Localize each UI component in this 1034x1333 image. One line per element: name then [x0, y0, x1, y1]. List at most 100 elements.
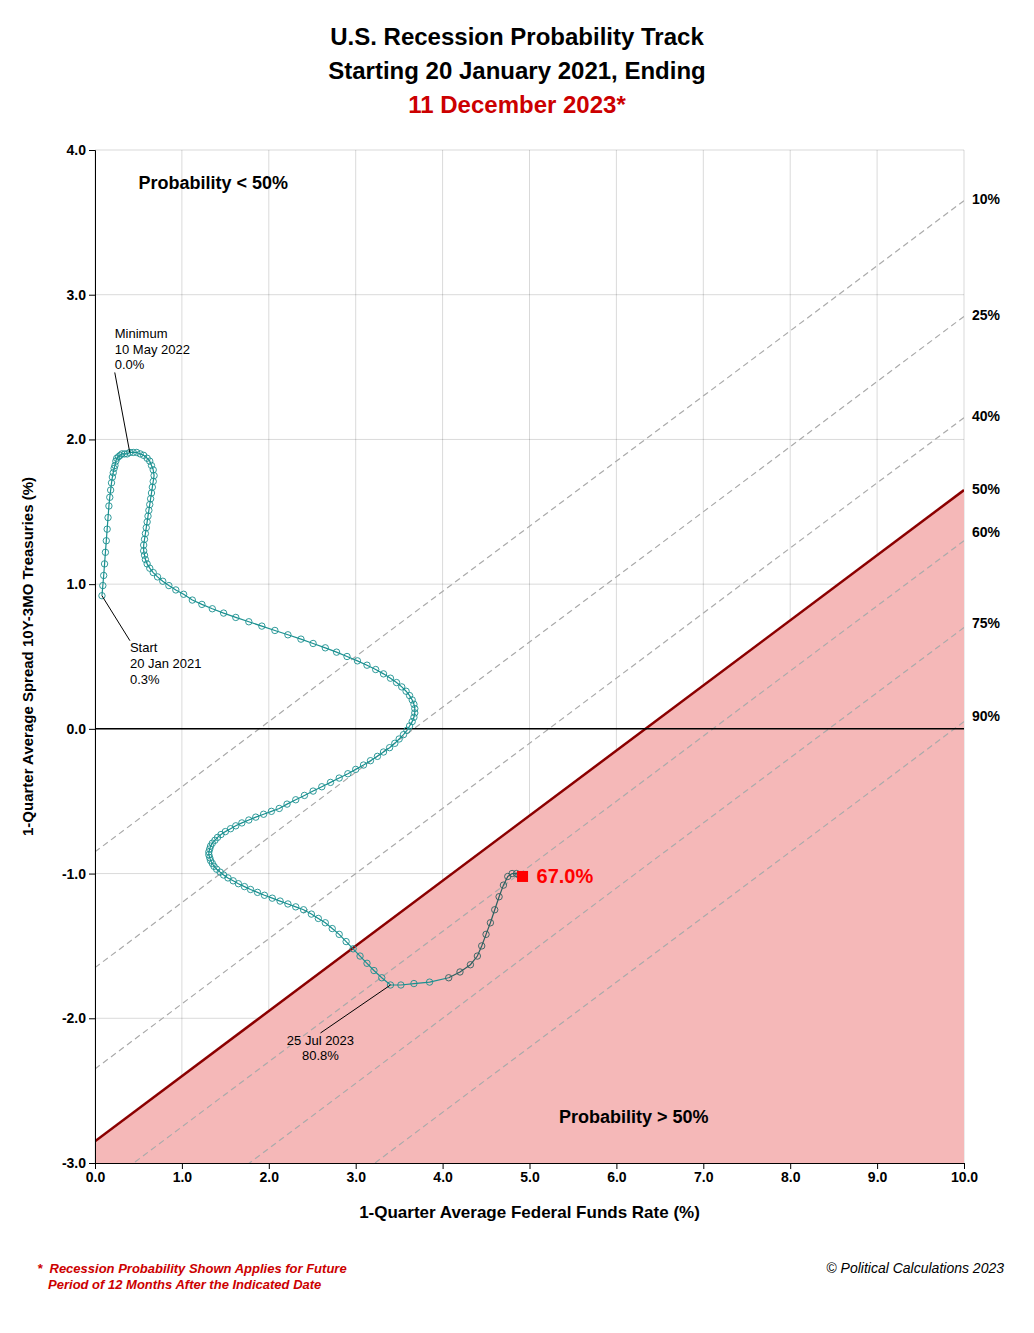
y-tick-label: -1.0	[62, 866, 86, 882]
track-point	[322, 920, 328, 926]
track-point	[293, 797, 299, 803]
track-point	[411, 701, 417, 707]
track-point	[367, 757, 373, 763]
track-point	[199, 601, 205, 607]
annotation-line: 0.3%	[130, 672, 160, 687]
track-point	[403, 688, 409, 694]
track-point	[285, 632, 291, 638]
annotation-line: Start	[130, 640, 158, 655]
track-point	[110, 470, 116, 476]
x-tick-label: 6.0	[607, 1169, 627, 1185]
track-point	[380, 671, 386, 677]
annotation-line: 25 Jul 2023	[287, 1033, 354, 1048]
footnote: © Political Calculations 2023	[826, 1260, 1004, 1276]
x-tick: 5.0	[520, 1163, 540, 1185]
track-point	[300, 907, 306, 913]
track-point	[166, 582, 172, 588]
track-line	[449, 874, 525, 978]
track-point	[387, 675, 393, 681]
track-point	[479, 943, 485, 949]
x-tick-label: 5.0	[520, 1169, 540, 1185]
track-point	[379, 975, 385, 981]
track-point	[398, 982, 404, 988]
region-label: Probability > 50%	[559, 1107, 709, 1127]
annotation-line: 20 Jan 2021	[130, 656, 202, 671]
grid-line	[95, 584, 964, 585]
track-point	[301, 792, 307, 798]
track-point	[492, 907, 498, 913]
track-point	[285, 901, 291, 907]
y-tick-mark	[89, 729, 95, 730]
track-point	[145, 513, 151, 519]
track-point	[411, 980, 417, 986]
track-point	[189, 597, 195, 603]
track-point	[344, 653, 350, 659]
track-point	[269, 895, 275, 901]
track-point	[173, 587, 179, 593]
probability-labels: 10%25%40%60%75%90%50%	[972, 191, 1001, 724]
annotation-line: 80.8%	[302, 1048, 339, 1063]
probability-label: 60%	[972, 524, 1001, 540]
y-axis-label: 1-Quarter Average Spread 10Y-3MO Treasur…	[19, 477, 36, 836]
track-point	[100, 582, 106, 588]
x-tick: 9.0	[868, 1163, 888, 1185]
track-point	[380, 749, 386, 755]
track-point	[103, 538, 109, 544]
track-point	[151, 472, 157, 478]
title-group: U.S. Recession Probability TrackStarting…	[328, 23, 705, 118]
footnote-line: Period of 12 Months After the Indicated …	[30, 1277, 321, 1292]
track-point	[144, 519, 150, 525]
track-point	[246, 619, 252, 625]
track-point	[343, 938, 349, 944]
boundary-label: 50%	[972, 481, 1001, 497]
annotation-line: 10 May 2022	[115, 342, 190, 357]
x-tick: 10.0	[951, 1163, 978, 1185]
x-tick-label: 7.0	[694, 1169, 714, 1185]
annotation-leader	[320, 985, 390, 1033]
track-point	[457, 969, 463, 975]
track-point	[105, 514, 111, 520]
track-point	[241, 883, 247, 889]
iso-probability-line	[95, 541, 964, 1163]
track-point	[374, 753, 380, 759]
track-point	[140, 548, 146, 554]
x-tick-label: 8.0	[781, 1169, 801, 1185]
y-tick-mark	[89, 150, 95, 151]
y-axis: -3.0-2.0-1.00.01.02.03.04.0	[62, 142, 96, 1171]
track-point	[474, 953, 480, 959]
track-point	[350, 946, 356, 952]
x-tick: 8.0	[781, 1163, 801, 1185]
x-tick: 4.0	[433, 1163, 453, 1185]
track-point	[261, 892, 267, 898]
track-point	[329, 925, 335, 931]
track-point	[112, 462, 118, 468]
y-tick: 1.0	[67, 576, 95, 592]
track-line	[102, 452, 449, 985]
annotation-line: Minimum	[115, 326, 168, 341]
track-point	[142, 556, 148, 562]
annotation-line: 0.0%	[115, 357, 145, 372]
y-tick-label: 0.0	[67, 721, 87, 737]
probability-label: 40%	[972, 408, 1001, 424]
track-point	[141, 536, 147, 542]
annotation-line: 67.0%	[537, 865, 594, 887]
title: Starting 20 January 2021, Ending	[328, 57, 705, 84]
probability-label: 25%	[972, 307, 1001, 323]
track-point	[322, 645, 328, 651]
grid-line	[95, 439, 964, 440]
y-tick-mark	[89, 295, 95, 296]
recession-region	[95, 490, 964, 1163]
grid-line	[95, 294, 964, 295]
track-point	[149, 484, 155, 490]
x-tick-label: 2.0	[260, 1169, 280, 1185]
track-point	[319, 784, 325, 790]
track-point	[260, 811, 266, 817]
x-tick: 1.0	[173, 1163, 193, 1185]
y-tick-mark	[89, 584, 95, 585]
x-tick-label: 4.0	[433, 1169, 453, 1185]
track-point	[117, 452, 123, 458]
track-point	[354, 658, 360, 664]
iso-probability-line	[95, 201, 964, 852]
annotation: Minimum10 May 20220.0%	[115, 326, 190, 372]
track-point	[298, 636, 304, 642]
